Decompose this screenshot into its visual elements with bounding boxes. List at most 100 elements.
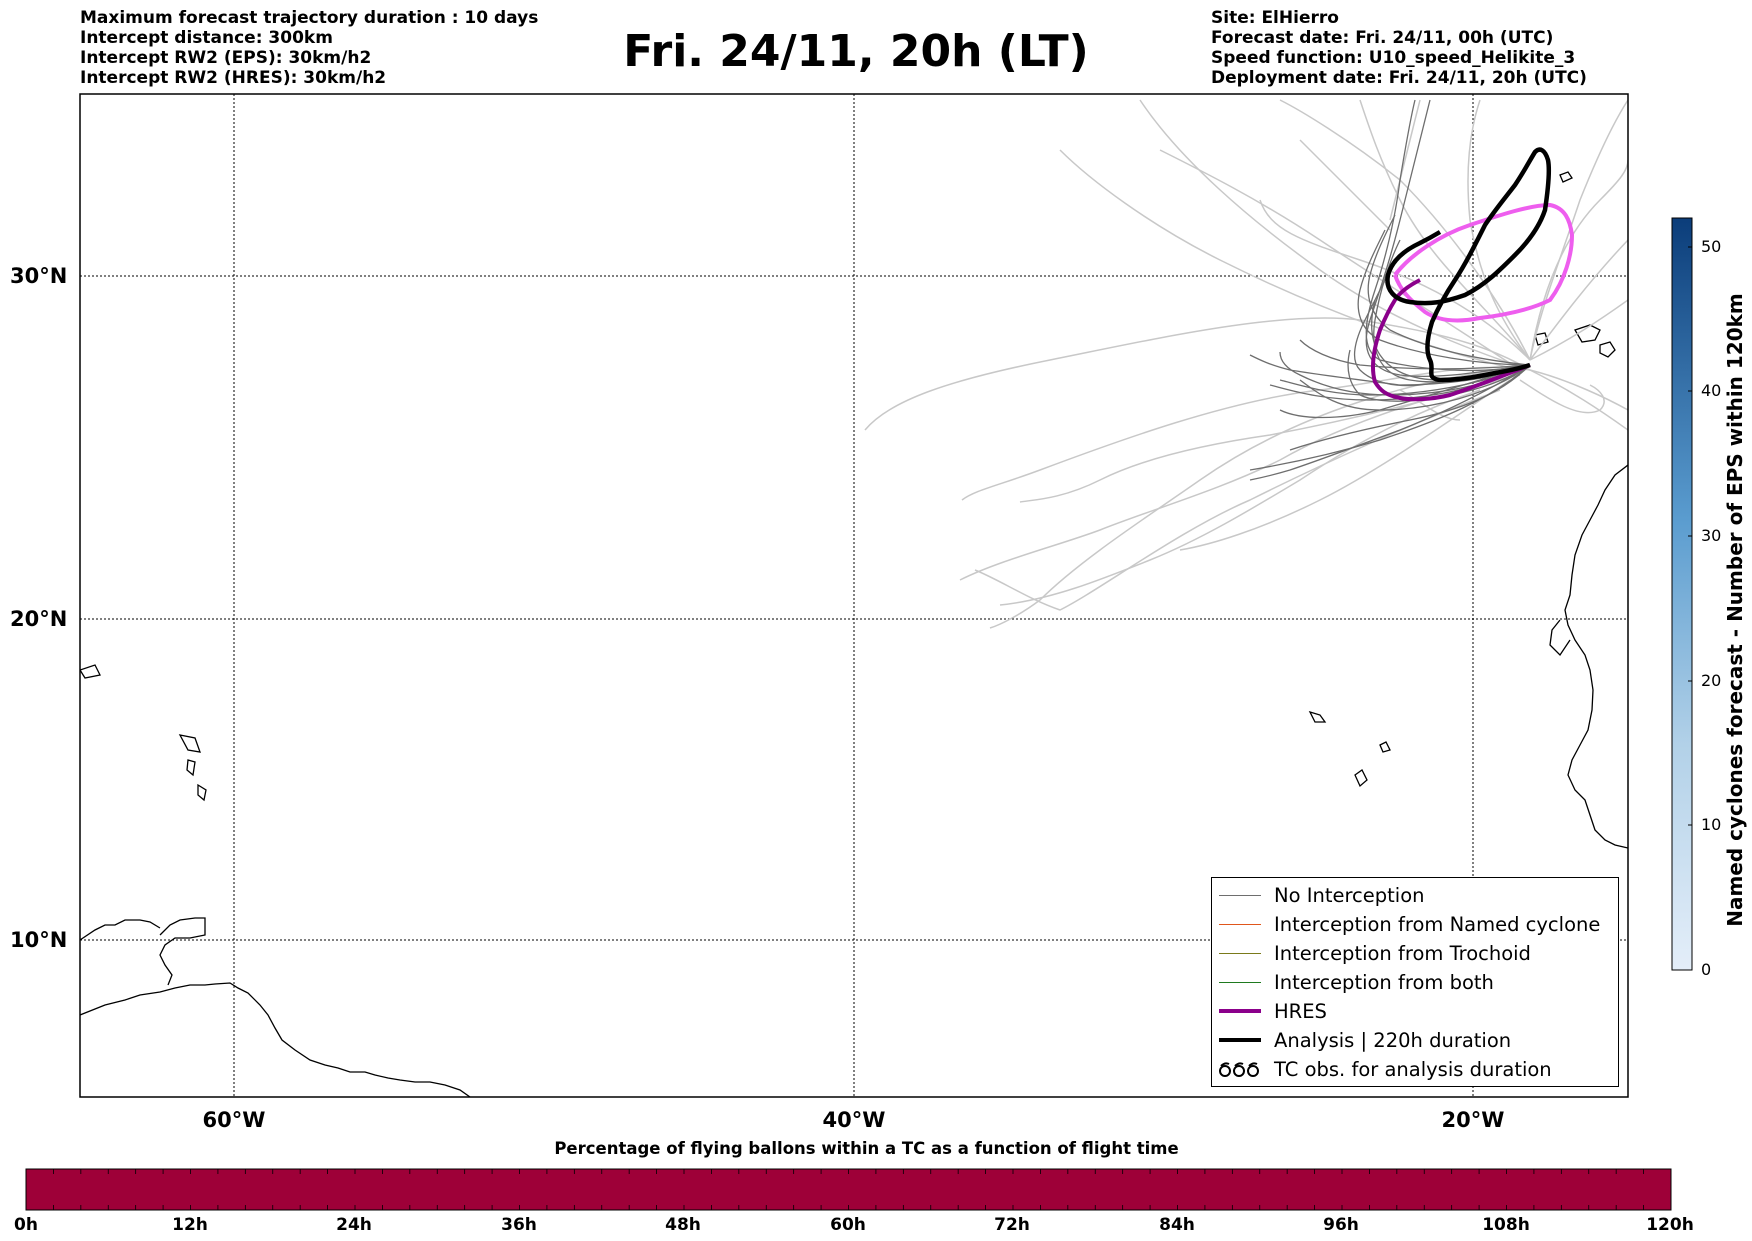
legend: No Interception Interception from Named … bbox=[1211, 877, 1619, 1087]
no-interception-tracks bbox=[1249, 99, 1531, 481]
lat-label-30n: 30°N bbox=[10, 264, 68, 288]
eps-track-light bbox=[1059, 149, 1521, 371]
percent-bar-ticks bbox=[53, 1169, 1644, 1210]
coast-cape-verde-1 bbox=[1308, 710, 1327, 723]
eps-track-light bbox=[999, 389, 1481, 606]
percent-bar-tick-label: 12h bbox=[172, 1215, 208, 1235]
no-interception-track bbox=[1289, 364, 1531, 451]
legend-line-analysis bbox=[1219, 1038, 1261, 1042]
legend-item-tc-obs: TC obs. for analysis duration bbox=[1212, 1055, 1618, 1084]
legend-line-both bbox=[1219, 982, 1261, 983]
lon-label-40w: 40°W bbox=[822, 1108, 886, 1132]
hres-track bbox=[1370, 278, 1531, 402]
tc-symbol-icon bbox=[1219, 1062, 1259, 1077]
legend-label: Interception from both bbox=[1274, 971, 1494, 994]
percent-bar-tick-label: 48h bbox=[665, 1215, 701, 1235]
percent-bar-tick-label: 96h bbox=[1323, 1215, 1359, 1235]
coast-cape-verde-3 bbox=[1379, 741, 1391, 753]
percent-bar-title: Percentage of flying ballons within a TC… bbox=[554, 1139, 1179, 1158]
eps-track-light bbox=[1279, 99, 1531, 361]
header-right-line-2: Forecast date: Fri. 24/11, 00h (UTC) bbox=[1211, 28, 1554, 48]
eps-track-light bbox=[1467, 99, 1531, 361]
eps-track-light bbox=[961, 366, 1531, 501]
colorbar-tick-label: 10 bbox=[1701, 815, 1722, 834]
header-right-line-1: Site: ElHierro bbox=[1211, 8, 1339, 28]
colorbar-ticks bbox=[1688, 246, 1692, 971]
header-left-line-3: Intercept RW2 (EPS): 30km/h2 bbox=[80, 48, 372, 68]
colorbar-tick-label: 20 bbox=[1701, 671, 1722, 690]
legend-label: HRES bbox=[1274, 1000, 1327, 1023]
colorbar-tick-label: 30 bbox=[1701, 526, 1722, 545]
no-interception-track bbox=[1357, 229, 1531, 366]
legend-item-named-cyclone: Interception from Named cyclone bbox=[1212, 910, 1618, 939]
coast-venezuela-north bbox=[80, 919, 161, 941]
eps-track-light bbox=[1529, 299, 1628, 361]
no-interception-track bbox=[1365, 99, 1531, 377]
coastlines bbox=[80, 171, 1628, 1097]
eps-light-tracks bbox=[864, 99, 1628, 629]
lat-label-10n: 10°N bbox=[10, 928, 68, 952]
legend-item-analysis: Analysis | 220h duration bbox=[1212, 1026, 1618, 1055]
coast-africa bbox=[1564, 464, 1628, 849]
no-interception-track bbox=[1347, 349, 1531, 402]
percent-bar-tick-label: 120h bbox=[1646, 1215, 1694, 1235]
legend-line-no-interception bbox=[1219, 895, 1261, 896]
coast-caribbean-1 bbox=[178, 734, 201, 753]
eps-track-light bbox=[1179, 379, 1511, 551]
coast-caribbean-4 bbox=[80, 664, 101, 679]
eps-track-light bbox=[1529, 159, 1628, 361]
legend-line-trochoid bbox=[1219, 953, 1261, 954]
colorbar-tick-label: 50 bbox=[1701, 237, 1722, 256]
header-right-line-3: Speed function: U10_speed_Helikite_3 bbox=[1211, 48, 1576, 68]
coast-azores bbox=[1559, 171, 1573, 183]
percent-bar bbox=[25, 1168, 1672, 1211]
eps-track-light bbox=[1389, 99, 1421, 221]
coast-trinidad-area bbox=[159, 917, 206, 986]
eps-track-light bbox=[1529, 369, 1628, 411]
eps-track-light bbox=[1019, 379, 1501, 503]
percent-bar-tick-label: 24h bbox=[336, 1215, 372, 1235]
header-left-line-2: Intercept distance: 300km bbox=[80, 28, 333, 48]
legend-label: TC obs. for analysis duration bbox=[1274, 1058, 1552, 1081]
header-left-line-4: Intercept RW2 (HRES): 30km/h2 bbox=[80, 68, 387, 88]
coast-canaries-2 bbox=[1534, 332, 1549, 346]
lat-label-20n: 20°N bbox=[10, 607, 68, 631]
coast-canaries-1 bbox=[1574, 324, 1601, 343]
colorbar bbox=[1671, 217, 1693, 971]
legend-label: Analysis | 220h duration bbox=[1274, 1029, 1512, 1052]
percent-bar-tick-label: 60h bbox=[830, 1215, 866, 1235]
colorbar-label: Named cyclones forecast - Number of EPS … bbox=[1723, 293, 1747, 927]
analysis-track bbox=[1385, 147, 1552, 383]
header-right-line-4: Deployment date: Fri. 24/11, 20h (UTC) bbox=[1211, 68, 1587, 88]
header-left: Maximum forecast trajectory duration : 1… bbox=[80, 8, 538, 88]
lon-label-60w: 60°W bbox=[202, 1108, 266, 1132]
legend-item-hres: HRES bbox=[1212, 997, 1618, 1026]
coast-cape-verde-2 bbox=[1354, 769, 1368, 788]
legend-item-trochoid: Interception from Trochoid bbox=[1212, 939, 1618, 968]
eps-track-light bbox=[1529, 369, 1628, 431]
legend-label: Interception from Trochoid bbox=[1274, 942, 1531, 965]
percent-bar-tick-label: 36h bbox=[501, 1215, 537, 1235]
no-interception-track bbox=[1249, 364, 1531, 481]
coast-south-america bbox=[80, 982, 471, 1097]
legend-label: Interception from Named cyclone bbox=[1274, 913, 1601, 936]
header-right: Site: ElHierro Forecast date: Fri. 24/11… bbox=[1211, 8, 1587, 88]
percent-bar-tick-label: 72h bbox=[994, 1215, 1030, 1235]
colorbar-tick-label: 0 bbox=[1701, 960, 1712, 979]
eps-track-light bbox=[974, 389, 1501, 611]
legend-line-hres bbox=[1219, 1009, 1261, 1013]
coast-caribbean-3 bbox=[197, 783, 207, 802]
no-interception-track bbox=[1279, 364, 1531, 419]
legend-item-no-interception: No Interception bbox=[1212, 881, 1618, 910]
legend-item-both: Interception from both bbox=[1212, 968, 1618, 997]
eps-track-light bbox=[989, 369, 1501, 629]
eps-track-light bbox=[1529, 239, 1628, 361]
coast-madeira bbox=[1599, 341, 1616, 358]
percent-bar-tick-label: 108h bbox=[1482, 1215, 1530, 1235]
eps-track-light bbox=[1259, 199, 1531, 361]
eps-track-light bbox=[1139, 99, 1531, 371]
percent-bar-tick-label: 0h bbox=[14, 1215, 38, 1235]
eps-track-light bbox=[1519, 379, 1605, 414]
header-left-line-1: Maximum forecast trajectory duration : 1… bbox=[80, 8, 539, 28]
